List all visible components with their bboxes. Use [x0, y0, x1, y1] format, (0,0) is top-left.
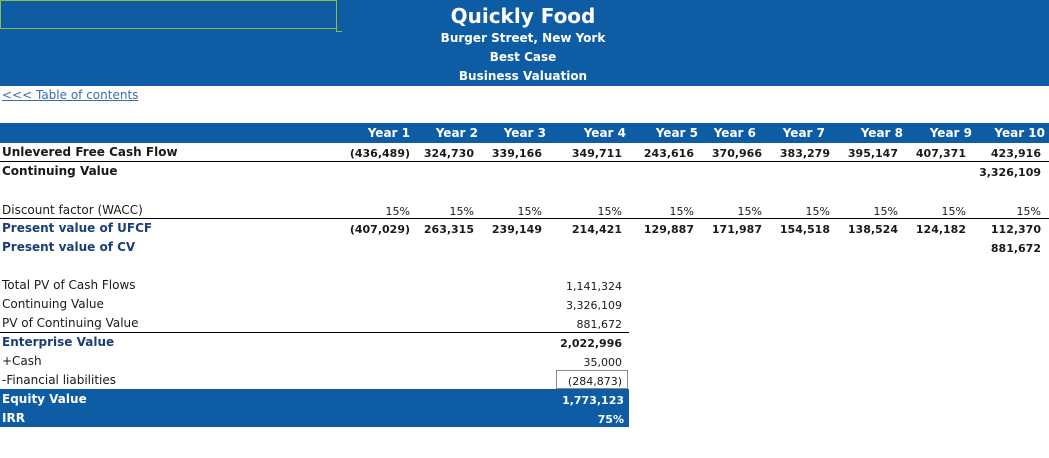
summary-label: -Financial liabilities: [2, 373, 117, 387]
ufcf-value: 370,966: [711, 147, 762, 160]
pv-ufcf-value: 239,149: [491, 223, 542, 236]
year-header: Year 1: [367, 126, 410, 140]
year-header: Year 2: [435, 126, 478, 140]
discount-factor: 15%: [669, 205, 694, 218]
summary-label: +Cash: [2, 354, 42, 368]
summary-value: 1,141,324: [566, 280, 622, 293]
scenario-label: Best Case: [489, 50, 557, 64]
discount-factor: 15%: [517, 205, 542, 218]
pv-ufcf-value: 171,987: [711, 223, 762, 236]
summary-value-irr: 75%: [597, 413, 624, 426]
discount-factor: 15%: [1016, 205, 1041, 218]
fill-handle[interactable]: [336, 0, 342, 32]
discount-factor-label: Discount factor (WACC): [2, 203, 143, 217]
ufcf-value: (436,489): [349, 147, 410, 160]
summary-value: 35,000: [583, 356, 623, 369]
irr-band: [0, 408, 629, 427]
summary-label: Total PV of Cash Flows: [2, 278, 136, 292]
summary-value-equity: 1,773,123: [562, 394, 624, 407]
pv-ufcf-value: 124,182: [915, 223, 966, 236]
pv-cv-value: 881,672: [990, 242, 1041, 255]
report-title: Business Valuation: [458, 69, 588, 83]
pv-ufcf-label: Present value of UFCF: [2, 221, 153, 235]
ufcf-value: 349,711: [571, 147, 622, 160]
year-header: Year 6: [713, 126, 756, 140]
summary-label-irr: IRR: [2, 411, 25, 425]
year-header: Year 5: [655, 126, 698, 140]
summary-value: 3,326,109: [566, 299, 622, 312]
row-divider: [0, 161, 1049, 162]
pv-ufcf-value: 214,421: [571, 223, 622, 236]
summary-label-enterprise: Enterprise Value: [2, 335, 115, 349]
discount-factor: 15%: [737, 205, 762, 218]
year-header-band: [0, 123, 1049, 143]
summary-label-equity: Equity Value: [2, 392, 87, 406]
discount-factor: 15%: [873, 205, 898, 218]
ufcf-value: 383,279: [779, 147, 830, 160]
summary-label: PV of Continuing Value: [2, 316, 139, 330]
ufcf-value: 324,730: [423, 147, 474, 160]
pv-ufcf-value: 129,887: [643, 223, 694, 236]
year-header: Year 3: [503, 126, 546, 140]
discount-factor: 15%: [941, 205, 966, 218]
discount-factor: 15%: [449, 205, 474, 218]
ufcf-value: 395,147: [847, 147, 898, 160]
ufcf-value: 407,371: [915, 147, 966, 160]
header-banner: [0, 0, 1049, 86]
summary-value: (284,873): [567, 375, 622, 388]
summary-value: 881,672: [576, 318, 623, 331]
pv-ufcf-value: 154,518: [779, 223, 830, 236]
row-divider: [0, 332, 629, 333]
discount-factor: 15%: [805, 205, 830, 218]
summary-cell-border: [556, 370, 628, 389]
equity-value-band: [0, 389, 629, 408]
pv-ufcf-value: (407,029): [349, 223, 410, 236]
continuing-value: 3,326,109: [979, 166, 1041, 179]
year-header: Year 8: [860, 126, 903, 140]
year-header: Year 7: [782, 126, 825, 140]
row-divider: [0, 218, 1049, 219]
selected-cell-box[interactable]: [0, 0, 337, 29]
year-header: Year 9: [929, 126, 972, 140]
company-address: Burger Street, New York: [440, 31, 606, 45]
year-header: Year 10: [994, 126, 1045, 140]
pv-ufcf-value: 112,370: [990, 223, 1041, 236]
pv-cv-label: Present value of CV: [2, 240, 136, 254]
table-of-contents-link[interactable]: <<< Table of contents: [2, 88, 139, 102]
pv-ufcf-value: 263,315: [423, 223, 474, 236]
ufcf-label: Unlevered Free Cash Flow: [2, 145, 178, 159]
ufcf-value: 243,616: [643, 147, 694, 160]
ufcf-value: 339,166: [491, 147, 542, 160]
summary-value-enterprise: 2,022,996: [560, 337, 622, 350]
summary-label: Continuing Value: [2, 297, 104, 311]
ufcf-value: 423,916: [990, 147, 1041, 160]
discount-factor: 15%: [385, 205, 410, 218]
company-name: Quickly Food: [450, 4, 596, 28]
year-header: Year 4: [583, 126, 626, 140]
pv-ufcf-value: 138,524: [847, 223, 898, 236]
discount-factor: 15%: [597, 205, 622, 218]
continuing-value-label: Continuing Value: [2, 164, 118, 178]
